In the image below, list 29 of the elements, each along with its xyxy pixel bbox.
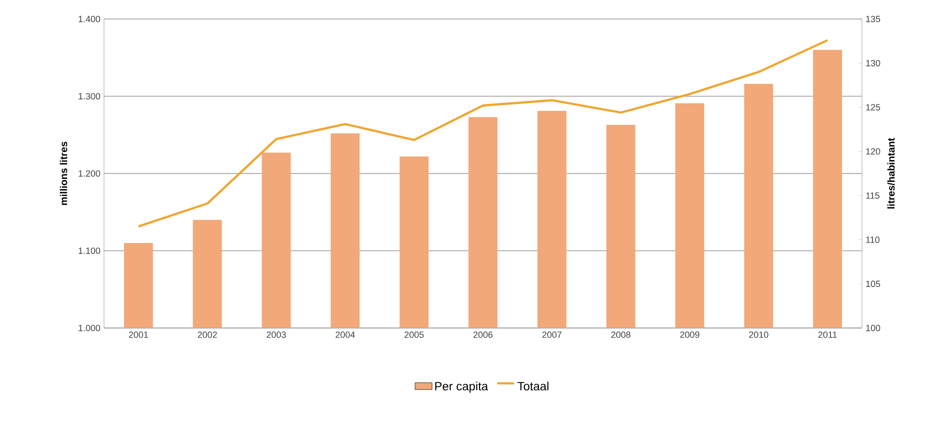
x-tick-label: 2003 [266,332,286,338]
x-tick-label: 2010 [749,332,768,338]
y2-tick-label: 100 [866,324,880,332]
x-tick-label: 2006 [473,332,493,338]
x-tick-label: 2011 [818,332,837,338]
x-tick-label: 2007 [542,332,562,338]
x-tick-label: 2005 [404,332,424,338]
y2-axis-title: litres/habintant [887,138,895,208]
x-tick-label: 2001 [128,332,148,338]
x-tick-label: 2008 [611,332,630,338]
y-tick-label: 1.100 [78,248,100,254]
y-tick-label: 1.300 [78,93,100,100]
y2-tick-label: 120 [866,148,880,155]
y-tick-label: 1.000 [78,324,100,332]
y-tick-label: 1.400 [78,16,100,22]
legend-label: Per capita [435,382,488,393]
y-axis-title: millions litres [60,142,68,205]
y-tick-label: 1.200 [78,170,100,177]
y2-tick-label: 135 [866,16,880,22]
y2-tick-label: 110 [866,236,880,243]
x-tick-label: 2002 [198,332,217,338]
y2-tick-label: 130 [866,60,880,66]
y2-tick-label: 125 [866,104,880,110]
x-tick-label: 2009 [680,332,700,338]
y2-tick-label: 105 [866,280,880,288]
y2-tick-label: 115 [866,192,880,199]
legend-label: Totaal [518,382,548,390]
line-series [137,39,829,228]
x-tick-label: 2004 [336,332,355,338]
